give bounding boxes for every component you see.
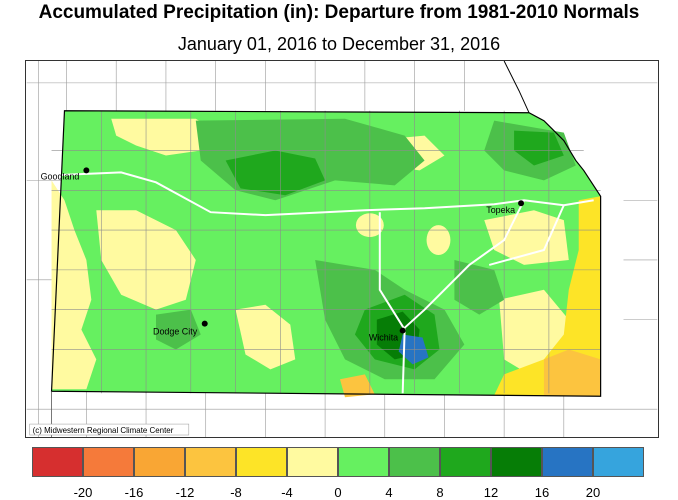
legend-tick-label: -16 <box>124 485 144 500</box>
region-green-center-east <box>454 259 505 315</box>
kansas-county-grid <box>51 110 601 394</box>
east-route <box>488 204 565 266</box>
region-pale-yellow-spot-2 <box>426 225 451 255</box>
missouri-border <box>503 61 530 113</box>
interstate-35 <box>402 199 525 331</box>
legend-tick-label: 0 <box>334 485 342 500</box>
kansas-border <box>50 110 602 397</box>
legend-swatch <box>134 447 185 477</box>
topeka-dot <box>518 200 525 207</box>
legend-swatch <box>389 447 440 477</box>
interstate-135 <box>378 212 406 394</box>
legend-tick-label: -8 <box>230 485 242 500</box>
dodge-city-label: Dodge City <box>153 327 198 337</box>
legend-tick-label: -4 <box>281 485 293 500</box>
map-title: Accumulated Precipitation (in): Departur… <box>38 2 640 23</box>
dodge-city-dot <box>201 320 208 327</box>
wichita-dot <box>399 327 406 334</box>
legend-tick-label: 16 <box>534 485 550 500</box>
region-pale-yellow-east <box>484 210 569 265</box>
legend-tick-label: 4 <box>385 485 393 500</box>
credit-box <box>29 423 190 436</box>
region-yellow-east <box>494 196 601 397</box>
outer-county-grid <box>26 61 658 437</box>
interstate-highways <box>51 171 594 394</box>
region-dark-green-northeast <box>514 130 564 166</box>
region-green-southwest <box>155 309 201 350</box>
legend-swatch <box>593 447 644 477</box>
legend-swatch <box>32 447 83 477</box>
legend-swatch <box>185 447 236 477</box>
legend-tick-label: 12 <box>483 485 499 500</box>
region-orange-southeast <box>543 349 601 397</box>
city-markers: Goodland Topeka Dodge City Wichita <box>41 167 525 343</box>
legend-tick-label: -12 <box>175 485 195 500</box>
legend-swatch <box>440 447 491 477</box>
legend-swatch <box>236 447 287 477</box>
region-pale-yellow-north <box>111 118 216 156</box>
precipitation-map: Goodland Topeka Dodge City Wichita (c) M… <box>25 60 659 438</box>
goodland-label: Goodland <box>41 171 80 181</box>
region-pale-yellow-west <box>51 180 97 390</box>
color-legend <box>32 447 644 477</box>
legend-tick-label: 20 <box>585 485 601 500</box>
map-subtitle: January 01, 2016 to December 31, 2016 <box>177 34 501 54</box>
topeka-label: Topeka <box>486 205 515 215</box>
legend-swatch <box>338 447 389 477</box>
region-orange-south <box>340 374 375 398</box>
kansas-shading <box>51 110 601 398</box>
goodland-dot <box>83 167 90 174</box>
credit-text: (c) Midwestern Regional Climate Center <box>33 426 174 435</box>
legend-swatch <box>542 447 593 477</box>
legend-swatch <box>491 447 542 477</box>
legend-swatch <box>83 447 134 477</box>
region-dark-green-north <box>225 150 326 196</box>
wichita-label: Wichita <box>369 333 398 343</box>
interstate-70 <box>51 171 594 217</box>
legend-tick-label: 8 <box>436 485 444 500</box>
legend-tick-label: -20 <box>73 485 93 500</box>
legend-swatch <box>287 447 338 477</box>
